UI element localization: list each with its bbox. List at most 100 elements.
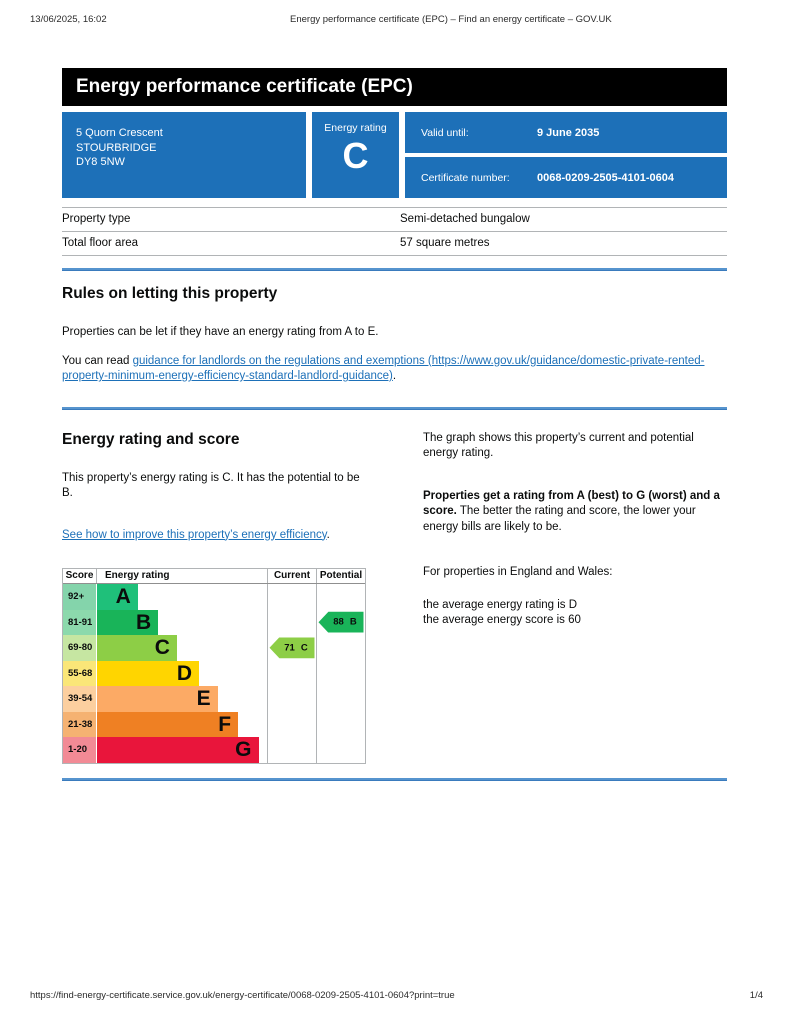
england-wales-paragraph: For properties in England and Wales: [423, 566, 613, 578]
band-bar-area: D [97, 660, 267, 686]
chart-header-score: Score [63, 569, 97, 583]
certificate-number-label: Certificate number: [421, 171, 510, 184]
band-bar-area: G [97, 737, 267, 763]
valid-until-box: Valid until: 9 June 2035 [405, 112, 727, 153]
certificate-page: Energy performance certificate (EPC) 5 Q… [62, 68, 727, 781]
section-divider [62, 268, 727, 271]
address-line: STOURBRIDGE [76, 141, 157, 154]
chart-header-rating: Energy rating [105, 570, 170, 581]
print-url: https://find-energy-certificate.service.… [30, 990, 455, 1001]
letting-section-heading: Rules on letting this property [62, 285, 278, 302]
band-letter: E [196, 687, 211, 711]
letting-paragraph: Properties can be let if they have an en… [62, 326, 379, 338]
rating-section-right: The graph shows this property’s current … [423, 431, 727, 764]
property-details-table: Property type Semi-detached bungalow Tot… [62, 207, 727, 256]
chart-header-potential: Potential [316, 569, 365, 583]
energy-rating-box: Energy rating C [312, 112, 399, 198]
energy-rating-label: Energy rating [324, 122, 387, 134]
improve-efficiency-link[interactable]: See how to improve this property’s energ… [62, 528, 327, 541]
energy-rating-chart: Score Energy rating Current Potential 92… [62, 568, 366, 764]
potential-band: B [349, 616, 357, 628]
potential-marker: 88 B [318, 611, 364, 633]
chart-header-current: Current [267, 569, 316, 583]
rating-explanation-bold: Properties get a rating from A (best) to… [423, 489, 720, 518]
potential-score: 88 [333, 616, 344, 628]
band-letter: B [136, 610, 152, 634]
band-score-cell: 39-54 [63, 686, 97, 712]
band-bar: G [97, 737, 259, 763]
certificate-number-box: Certificate number: 0068-0209-2505-4101-… [405, 157, 727, 198]
rating-explanation-paragraph: Properties get a rating from A (best) to… [423, 489, 727, 536]
band-bar-area: B [97, 609, 267, 635]
band-score-cell: 92+ [63, 584, 97, 610]
epc-band-row: 81-91 B 88 B [63, 609, 365, 635]
chart-header-row: Score Energy rating Current Potential [63, 569, 365, 584]
potential-cell [316, 635, 365, 661]
epc-band-row: 55-68 D [63, 660, 365, 686]
current-cell [267, 584, 316, 610]
property-type-label: Property type [62, 213, 131, 225]
print-page-number: 1/4 [749, 990, 763, 1001]
potential-cell [316, 711, 365, 737]
floor-area-value: 57 square metres [400, 237, 490, 249]
table-row: Total floor area 57 square metres [62, 231, 727, 256]
band-score-cell: 21-38 [63, 711, 97, 737]
rating-section: Energy rating and score This property’s … [62, 431, 727, 764]
potential-cell [316, 737, 365, 763]
potential-cell: 88 B [316, 609, 365, 635]
band-bar: C [97, 635, 177, 661]
band-bar: A [97, 584, 138, 610]
average-values: the average energy rating is D the averag… [423, 598, 727, 629]
certificate-summary: 5 Quorn Crescent STOURBRIDGE DY8 5NW Ene… [62, 112, 727, 198]
band-letter: D [176, 661, 192, 685]
rating-section-left: Energy rating and score This property’s … [62, 431, 372, 764]
rating-section-heading: Energy rating and score [62, 430, 240, 448]
band-bar-area: C [97, 635, 267, 661]
epc-band-row: 69-80 C 71 C [63, 635, 365, 661]
property-type-value: Semi-detached bungalow [400, 213, 530, 225]
current-score: 71 [284, 642, 295, 654]
band-bar-area: E [97, 686, 267, 712]
band-score-cell: 81-91 [63, 609, 97, 635]
epc-band-row: 39-54 E [63, 686, 365, 712]
letting-link-prefix: You can read [62, 354, 133, 367]
epc-band-row: 21-38 F [63, 711, 365, 737]
rating-explanation-rest: The better the rating and score, the low… [423, 505, 696, 533]
epc-banner-title: Energy performance certificate (EPC) [62, 68, 727, 106]
valid-until-value: 9 June 2035 [537, 126, 600, 139]
property-address: 5 Quorn Crescent STOURBRIDGE DY8 5NW [62, 112, 306, 198]
band-score-cell: 55-68 [63, 660, 97, 686]
epc-band-row: 92+ A [63, 584, 365, 610]
section-divider [62, 406, 727, 410]
valid-until-label: Valid until: [421, 126, 469, 139]
landlord-guidance-link[interactable]: guidance for landlords on the regulation… [62, 354, 705, 383]
print-page-title: Energy performance certificate (EPC) – F… [290, 14, 612, 25]
potential-cell [316, 660, 365, 686]
band-bar-area: F [97, 711, 267, 737]
energy-rating-value: C [342, 135, 369, 176]
section-divider [62, 777, 727, 781]
improve-link-suffix: . [326, 528, 330, 541]
average-rating-line: the average energy rating is D [423, 598, 578, 611]
band-bar: B [97, 609, 159, 635]
current-marker: 71 C [269, 637, 315, 659]
band-letter: G [235, 738, 252, 762]
letting-paragraph: You can read guidance for landlords on t… [62, 354, 727, 385]
current-cell [267, 737, 316, 763]
current-cell [267, 711, 316, 737]
band-score-cell: 1-20 [63, 737, 97, 763]
band-letter: C [154, 636, 170, 660]
rating-summary-paragraph: This property’s energy rating is C. It h… [62, 471, 360, 500]
band-bar: E [97, 686, 218, 712]
current-cell: 71 C [267, 635, 316, 661]
band-score-cell: 69-80 [63, 635, 97, 661]
floor-area-label: Total floor area [62, 237, 139, 249]
improve-efficiency-paragraph: See how to improve this property’s energ… [62, 528, 372, 544]
address-line: DY8 5NW [76, 156, 125, 168]
band-letter: F [218, 712, 232, 736]
letting-link-suffix: . [392, 370, 397, 382]
certificate-number-value: 0068-0209-2505-4101-0604 [537, 171, 675, 184]
current-cell [267, 609, 316, 635]
band-bar: F [97, 711, 239, 737]
average-score-line: the average energy score is 60 [423, 614, 581, 626]
